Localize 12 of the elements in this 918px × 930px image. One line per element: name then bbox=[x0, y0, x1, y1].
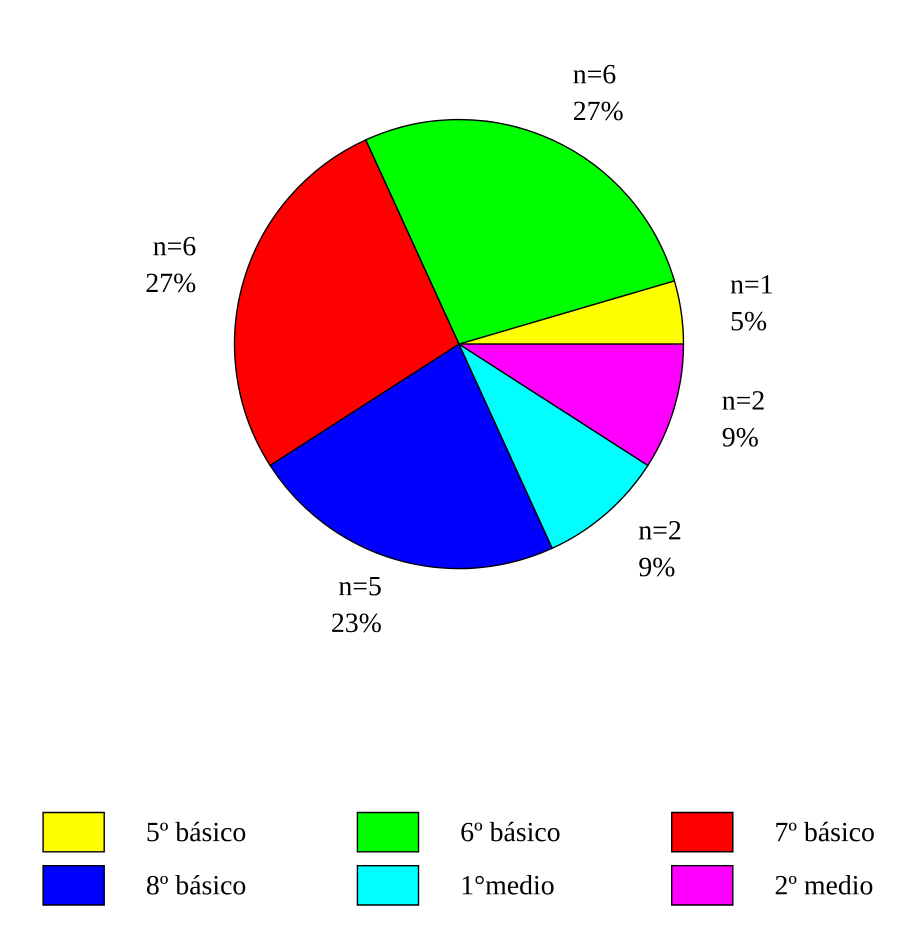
data-label: n=6 27% bbox=[573, 64, 623, 120]
data-label: n=6 27% bbox=[146, 236, 196, 292]
data-label: n=1 5% bbox=[730, 275, 772, 331]
legend-label: 1°medio bbox=[462, 875, 554, 895]
legend-label: 7º básico bbox=[776, 822, 874, 842]
data-label: n=2 9% bbox=[638, 520, 680, 576]
legend-label: 8º básico bbox=[146, 874, 246, 895]
data-label: n=2 9% bbox=[722, 391, 764, 447]
legend-label: 5º básico bbox=[147, 822, 246, 842]
legend-label: 6º básico bbox=[461, 822, 560, 842]
legend-label: 2º medio bbox=[776, 875, 872, 895]
data-label: n=5 23% bbox=[332, 576, 381, 632]
